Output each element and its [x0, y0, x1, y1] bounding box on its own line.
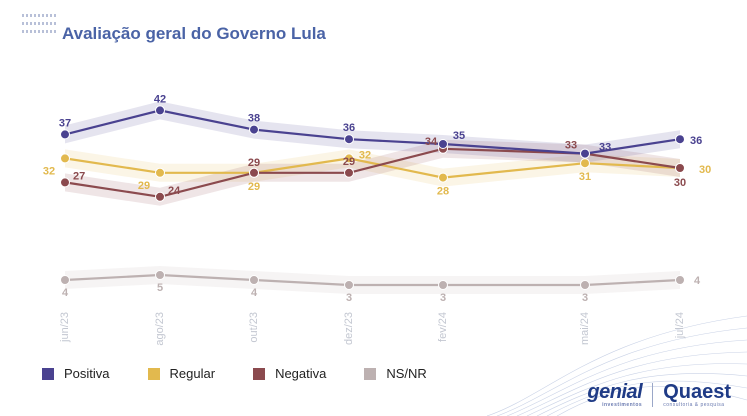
title-bar: Avaliação geral do Governo Lula: [22, 14, 342, 48]
genial-logo-subtext: investimentos: [602, 402, 643, 408]
data-label-negativa-5: 33: [565, 140, 577, 152]
data-label-positiva-4: 35: [453, 130, 465, 142]
logo-divider: [652, 383, 654, 407]
legend-label-negativa: Negativa: [275, 366, 327, 381]
point-negativa-2: [249, 167, 259, 178]
data-label-regular-6: 30: [699, 164, 711, 176]
legend-item-regular: Regular: [147, 366, 216, 381]
point-positiva-0: [60, 129, 70, 140]
quaest-logo-subtext: consultoria & pesquisa: [663, 402, 725, 408]
legend-swatch-regular: [147, 367, 160, 380]
data-label-nsnr-3: 3: [346, 292, 352, 304]
point-regular-0: [60, 153, 70, 164]
x-tick-label-4: fev/24: [437, 312, 449, 342]
data-label-nsnr-0: 4: [62, 287, 69, 299]
quaest-logo-text: Quaest: [663, 381, 731, 403]
data-label-regular-1: 29: [138, 180, 150, 192]
data-label-positiva-1: 42: [154, 93, 166, 105]
legend-label-nsnr: NS/NR: [386, 366, 427, 381]
point-negativa-0: [60, 177, 70, 188]
point-positiva-3: [344, 134, 354, 145]
point-regular-3: [344, 153, 354, 164]
point-positiva-4: [438, 139, 448, 149]
x-tick-label-6: jul/24: [674, 312, 686, 339]
genial-logo-text: genial: [587, 381, 643, 403]
point-nsnr-4: [438, 280, 448, 290]
band-regular: [65, 149, 680, 187]
point-positiva-5: [580, 148, 590, 159]
data-label-negativa-0: 27: [73, 170, 85, 182]
legend: Positiva Regular Negativa NS/NR: [42, 366, 465, 381]
data-label-negativa-6: 30: [674, 177, 686, 189]
data-label-positiva-6: 36: [690, 135, 702, 147]
point-nsnr-1: [155, 270, 165, 280]
band-negativa: [65, 139, 680, 206]
point-negativa-6: [675, 163, 685, 173]
point-nsnr-5: [580, 280, 590, 290]
data-label-negativa-3: 29: [343, 156, 355, 168]
point-nsnr-0: [60, 275, 70, 285]
x-tick-label-2: out/23: [248, 312, 260, 343]
legend-item-nsnr: NS/NR: [364, 366, 427, 381]
point-positiva-6: [675, 134, 685, 145]
data-label-negativa-2: 29: [248, 157, 260, 169]
point-regular-4: [438, 172, 448, 183]
legend-swatch-positiva: [42, 367, 54, 380]
point-positiva-1: [155, 105, 165, 116]
x-tick-label-5: mai/24: [579, 312, 591, 345]
x-tick-label-3: dez/23: [343, 312, 355, 345]
legend-label-regular: Regular: [169, 366, 216, 381]
logo-area: genial investimentos Quaest consultoria …: [587, 382, 731, 408]
data-label-regular-2: 29: [248, 181, 260, 193]
point-regular-1: [155, 167, 165, 178]
data-label-regular-0: 32: [43, 165, 55, 177]
point-negativa-3: [344, 167, 354, 178]
data-label-regular-4: 28: [437, 186, 449, 198]
point-nsnr-6: [675, 275, 685, 285]
band-nsnr: [65, 266, 680, 294]
decorative-waves: [487, 315, 747, 416]
point-regular-5: [580, 158, 590, 169]
data-label-nsnr-4: 3: [440, 292, 446, 304]
point-nsnr-3: [344, 280, 354, 290]
legend-item-negativa: Negativa: [253, 366, 326, 381]
data-label-nsnr-2: 4: [251, 287, 258, 299]
data-label-positiva-2: 38: [248, 113, 260, 125]
data-label-regular-5: 31: [579, 171, 591, 183]
page-title: Avaliação geral do Governo Lula: [62, 24, 326, 43]
data-label-positiva-3: 36: [343, 122, 355, 134]
dot-grid-decoration: [22, 14, 56, 33]
band-positiva: [65, 101, 680, 163]
point-nsnr-2: [249, 275, 259, 285]
data-label-negativa-1: 24: [168, 185, 181, 197]
legend-item-positiva: Positiva: [42, 366, 110, 381]
data-label-negativa-4: 34: [425, 136, 438, 148]
quaest-logo: Quaest consultoria & pesquisa: [663, 382, 731, 408]
data-label-nsnr-1: 5: [157, 282, 163, 294]
legend-swatch-nsnr: [364, 367, 377, 380]
point-negativa-1: [155, 191, 165, 202]
data-label-positiva-5: 33: [599, 142, 611, 154]
genial-logo: genial investimentos: [587, 382, 642, 408]
data-label-nsnr-6: 4: [694, 275, 701, 287]
point-positiva-2: [249, 124, 259, 135]
x-tick-label-0: jun/23: [59, 312, 71, 343]
data-label-nsnr-5: 3: [582, 292, 588, 304]
x-tick-label-1: ago/23: [154, 312, 166, 346]
legend-swatch-negativa: [253, 367, 266, 380]
legend-label-positiva: Positiva: [64, 366, 110, 381]
data-label-regular-3: 32: [359, 149, 371, 161]
data-label-positiva-0: 37: [59, 117, 71, 129]
